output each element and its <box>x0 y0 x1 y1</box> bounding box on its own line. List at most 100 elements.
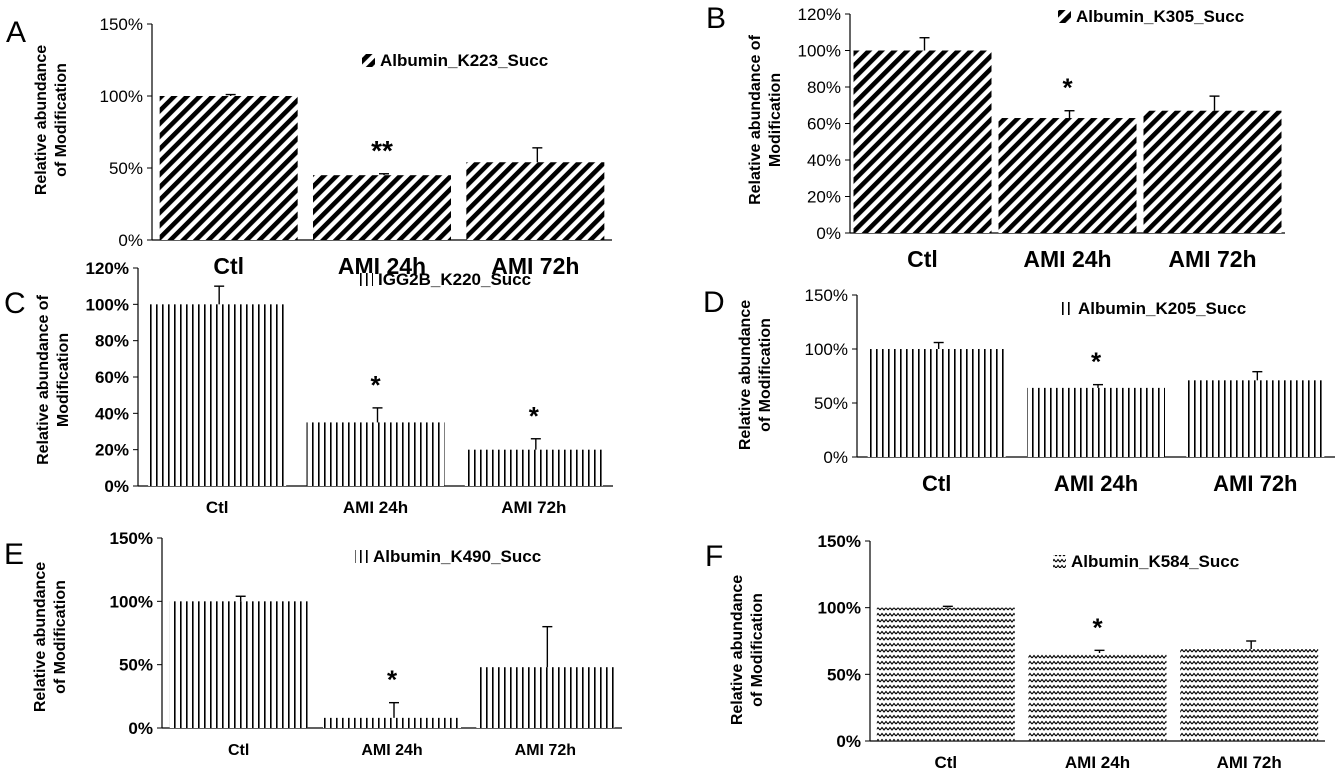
panel-letter: D <box>703 286 725 319</box>
y-axis-title-line: Relative abundance of <box>747 34 764 204</box>
y-axis-title: Relative abundance of Modification <box>729 575 766 725</box>
y-tick-label: 100% <box>86 295 129 314</box>
bar-ami-24h <box>313 175 451 240</box>
chart-panel-b: B 0% 20% 40% 60% 80% 100% 120% Ctl * AMI 24h AMI 72… <box>706 2 1285 272</box>
bar-ami-72h <box>1186 380 1325 457</box>
y-axis-title-line: Relative abundance <box>737 300 754 450</box>
significance-marker: * <box>387 665 398 695</box>
x-category-label: AMI 24h <box>1023 246 1111 272</box>
y-axis-title: Relative abundance of Modification <box>33 45 70 195</box>
y-axis-title-line: Modification <box>767 73 784 167</box>
y-tick-label: 100% <box>100 87 143 106</box>
y-tick-label: 20% <box>95 441 129 460</box>
legend-swatch <box>360 273 373 286</box>
bar-ami-72h <box>464 449 603 486</box>
y-axis-title-line: of Modification <box>749 593 766 707</box>
x-category-label: Ctl <box>922 471 951 496</box>
chart-panel-c: C 0% 20% 40% 60% 80% 100% 120% Ctl * AMI 24h * AMI 7… <box>4 259 613 517</box>
x-category-label: AMI 72h <box>515 742 576 759</box>
panel-letter: B <box>706 2 726 35</box>
bar-ctl <box>853 50 992 233</box>
y-axis-title: Relative abundance of Modification <box>35 294 72 464</box>
y-tick-label: 80% <box>95 332 129 351</box>
x-category-label: AMI 72h <box>1168 246 1256 272</box>
legend-swatch <box>1058 10 1071 23</box>
x-category-label: AMI 72h <box>501 498 566 517</box>
x-category-label: Ctl <box>213 253 244 279</box>
bar-ami-24h <box>323 717 461 728</box>
y-axis-title-line: of Modification <box>757 318 774 432</box>
x-category-label: AMI 72h <box>1213 471 1297 496</box>
significance-marker: * <box>529 401 540 431</box>
y-axis-title-line: of Modification <box>52 580 69 694</box>
y-tick-label: 50% <box>109 159 143 178</box>
y-axis-title-line: Relative abundance <box>729 575 746 725</box>
y-axis-title-line: Relative abundance of <box>35 294 52 464</box>
y-axis-title: Relative abundance of Modification <box>747 34 784 204</box>
bar-ami-72h <box>466 162 605 240</box>
legend-swatch <box>1053 555 1066 568</box>
y-axis-title: Relative abundance of Modification <box>737 300 774 450</box>
y-tick-label: 100% <box>110 592 153 611</box>
y-tick-label: 150% <box>110 529 153 548</box>
x-category-label: Ctl <box>907 246 938 272</box>
chart-panel-f: F 0% 50% 100% 150% Ctl * AMI 24h AMI 72h Relative… <box>705 532 1325 772</box>
legend-swatch <box>355 550 368 563</box>
y-tick-label: 40% <box>95 404 129 423</box>
legend-swatch <box>362 54 375 67</box>
y-tick-label: 100% <box>805 340 848 359</box>
y-tick-label: 0% <box>104 477 129 496</box>
y-axis-title-line: of Modification <box>53 63 70 177</box>
x-category-label: AMI 24h <box>1054 471 1138 496</box>
x-category-label: AMI 24h <box>338 253 426 279</box>
y-tick-label: 0% <box>836 732 861 751</box>
x-category-label: AMI 72h <box>491 253 579 279</box>
significance-marker: * <box>1062 73 1073 103</box>
y-axis-title-line: Relative abundance <box>33 45 50 195</box>
bar-ami-72h <box>1143 110 1282 233</box>
x-category-label: AMI 24h <box>361 742 422 759</box>
bar-ctl <box>159 96 298 240</box>
y-axis-title: Relative abundance of Modification <box>32 562 69 712</box>
panel-letter: F <box>705 540 723 573</box>
y-tick-label: 40% <box>807 151 841 170</box>
y-tick-label: 150% <box>805 286 848 305</box>
y-tick-label: 50% <box>119 656 153 675</box>
x-category-label: AMI 72h <box>1217 753 1282 772</box>
legend-label: Albumin_K223_Succ <box>380 51 548 70</box>
y-tick-label: 0% <box>118 231 143 250</box>
x-category-label: Ctl <box>934 753 957 772</box>
legend-label: Albumin_K205_Succ <box>1078 299 1246 318</box>
y-tick-label: 0% <box>816 224 841 243</box>
y-tick-label: 120% <box>798 5 841 24</box>
chart-panel-d: D 0% 50% 100% 150% Ctl * AMI 24h AMI 72h Relative… <box>703 286 1335 496</box>
y-tick-label: 0% <box>823 448 848 467</box>
bar-ctl <box>876 607 1015 741</box>
y-tick-label: 100% <box>818 599 861 618</box>
y-axis-title-line: Modification <box>55 333 72 427</box>
y-tick-label: 60% <box>807 115 841 134</box>
panel-letter: A <box>6 16 26 49</box>
legend-label: Albumin_K305_Succ <box>1076 7 1244 26</box>
significance-marker: ** <box>371 135 393 166</box>
bar-ami-24h <box>306 422 445 486</box>
bar-ctl <box>148 304 287 486</box>
panel-letter: C <box>4 287 26 320</box>
bar-ami-24h <box>1027 387 1165 457</box>
y-axis-title-line: Relative abundance <box>32 562 49 712</box>
legend-swatch <box>1060 302 1073 315</box>
bar-ami-24h <box>998 118 1137 233</box>
y-tick-label: 50% <box>827 665 861 684</box>
y-tick-label: 60% <box>95 368 129 387</box>
y-tick-label: 20% <box>807 188 841 207</box>
legend-label: IGG2B_K220_Succ <box>378 270 531 289</box>
x-category-label: Ctl <box>206 498 229 517</box>
x-category-label: AMI 24h <box>343 498 408 517</box>
bar-ami-72h <box>476 667 615 728</box>
y-tick-label: 120% <box>86 259 129 278</box>
panel-letter: E <box>4 538 24 571</box>
bar-ami-72h <box>1180 649 1319 741</box>
significance-marker: * <box>370 370 381 400</box>
bar-ami-24h <box>1028 653 1167 741</box>
